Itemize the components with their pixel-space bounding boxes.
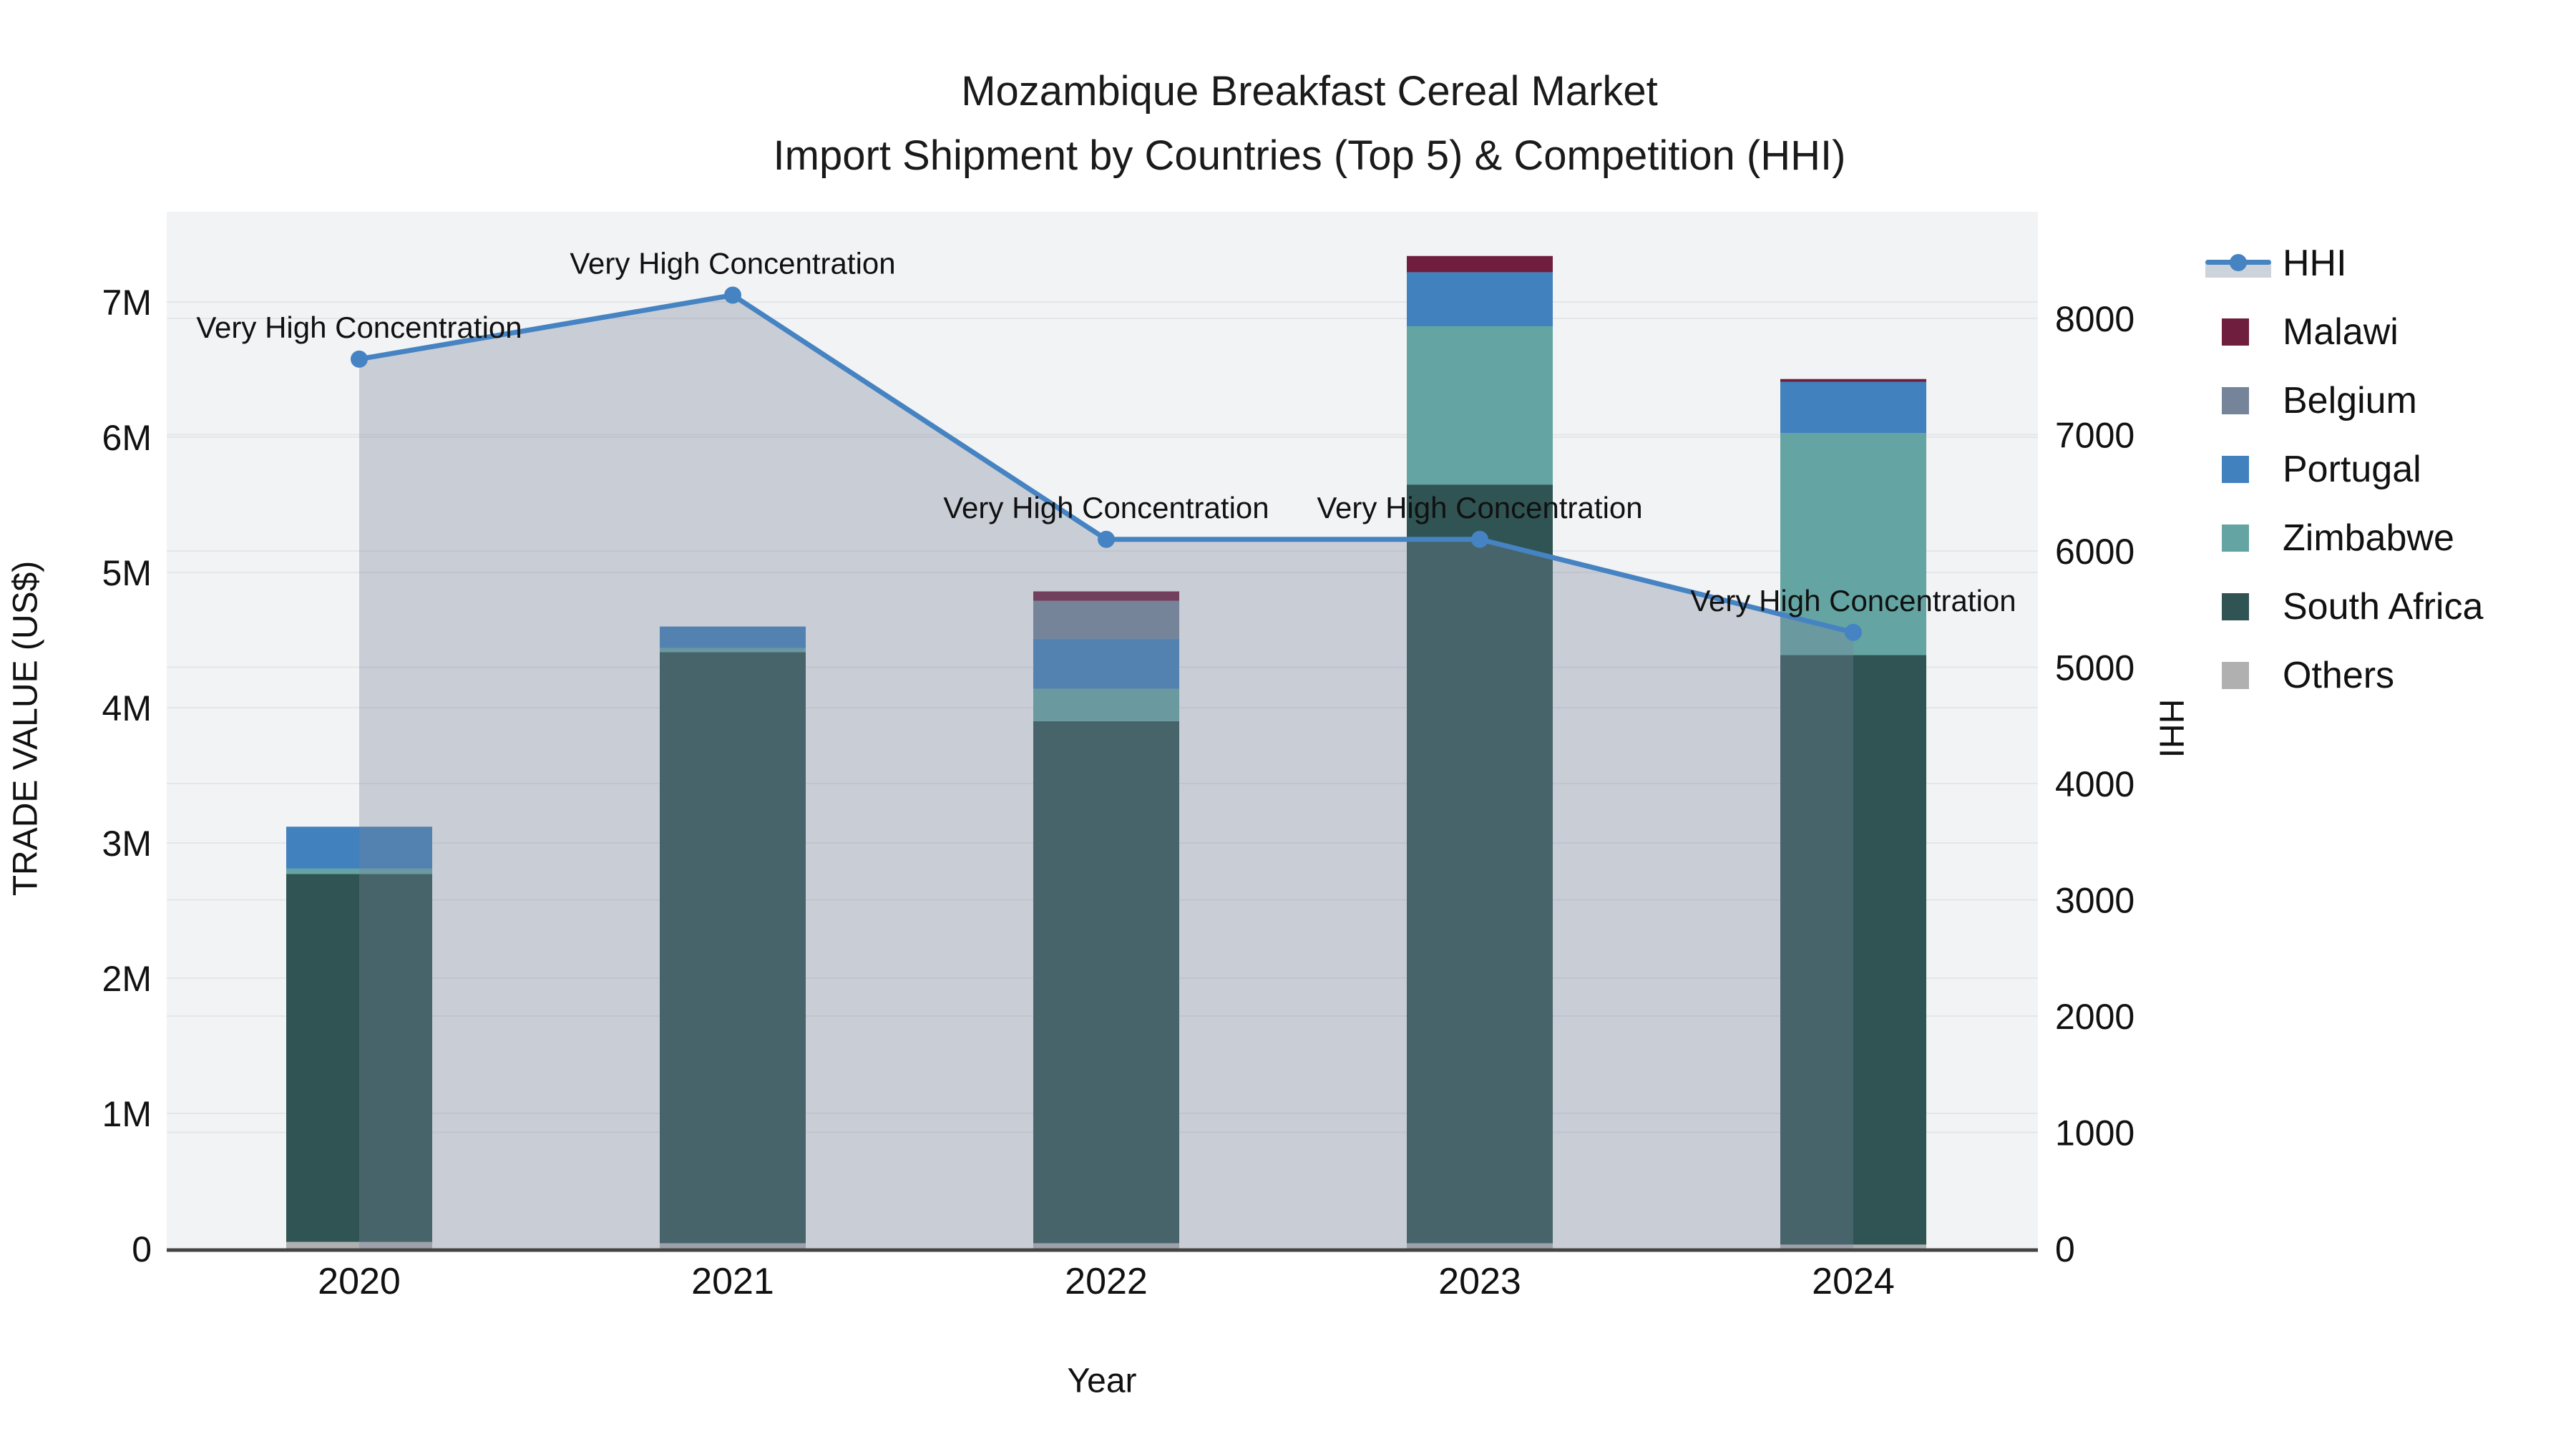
x-tick-2023: 2023	[1438, 1261, 1521, 1302]
legend-item-portugal[interactable]: Portugal	[2205, 435, 2483, 504]
legend-item-hhi[interactable]: HHI	[2205, 229, 2483, 298]
annotation-2020: Very High Concentration	[196, 311, 522, 344]
bar-segment-2020-zimbabwe	[286, 868, 432, 874]
malawi-swatch-icon	[2205, 316, 2283, 348]
bar-segment-2023-malawi	[1407, 255, 1553, 273]
hhi-marker-2020	[351, 350, 368, 368]
legend-label-south-africa: South Africa	[2283, 586, 2484, 628]
south-africa-swatch-icon	[2205, 591, 2283, 623]
bar-segment-2024-portugal	[1780, 381, 1926, 434]
y-right-tick-1000: 1000	[2055, 1113, 2135, 1153]
y-axis-left-title: TRADE VALUE (US$)	[6, 560, 45, 897]
y-left-tick-2M: 2M	[102, 959, 152, 999]
bar-segment-2023-others	[1407, 1243, 1553, 1249]
x-axis-title: Year	[1067, 1362, 1137, 1400]
bar-segment-2020-portugal	[286, 826, 432, 869]
annotation-2023: Very High Concentration	[1317, 491, 1642, 525]
legend-item-belgium[interactable]: Belgium	[2205, 366, 2483, 435]
bar-segment-2021-others	[660, 1243, 806, 1249]
hhi-area-band	[359, 295, 1853, 1249]
zimbabwe-swatch-icon	[2205, 522, 2283, 554]
hhi-marker-2021	[724, 286, 741, 304]
y-right-tick-3000: 3000	[2055, 881, 2135, 921]
x-tick-2022: 2022	[1065, 1261, 1148, 1302]
bar-segment-2021-zimbabwe	[660, 648, 806, 653]
x-tick-2024: 2024	[1812, 1261, 1895, 1302]
bar-segment-2023-portugal	[1407, 272, 1553, 327]
y-left-tick-3M: 3M	[102, 824, 152, 864]
y-right-tick-5000: 5000	[2055, 648, 2135, 688]
bar-segment-2022-malawi	[1033, 591, 1179, 601]
legend-label-malawi: Malawi	[2283, 311, 2399, 353]
annotation-2021: Very High Concentration	[570, 247, 895, 280]
bar-segment-2022-portugal	[1033, 638, 1179, 689]
legend-item-south-africa[interactable]: South Africa	[2205, 572, 2483, 641]
chart-title-line2: Import Shipment by Countries (Top 5) & C…	[773, 132, 1846, 179]
y-left-tick-4M: 4M	[102, 688, 152, 728]
bar-segment-2020-others	[286, 1241, 432, 1249]
bar-segment-2022-zimbabwe	[1033, 688, 1179, 721]
bar-segment-2022-south-africa	[1033, 721, 1179, 1244]
bar-segment-2022-belgium	[1033, 600, 1179, 639]
legend-label-portugal: Portugal	[2283, 449, 2421, 490]
bar-segment-2023-zimbabwe	[1407, 326, 1553, 485]
y-right-tick-2000: 2000	[2055, 997, 2135, 1037]
y-right-tick-7000: 7000	[2055, 416, 2135, 456]
belgium-swatch-icon	[2205, 385, 2283, 416]
y-axis-right-title: HHI	[2152, 698, 2190, 758]
chart-title-line1: Mozambique Breakfast Cereal Market	[961, 68, 1658, 114]
others-swatch-icon	[2205, 660, 2283, 691]
legend-label-hhi: HHI	[2283, 243, 2347, 284]
hhi-line-legend-icon	[2205, 248, 2283, 279]
x-tick-2020: 2020	[318, 1261, 401, 1302]
portugal-swatch-icon	[2205, 454, 2283, 485]
bar-segment-2024-others	[1780, 1244, 1926, 1249]
bar-segment-2022-others	[1033, 1243, 1179, 1249]
legend-item-others[interactable]: Others	[2205, 641, 2483, 710]
y-right-tick-6000: 6000	[2055, 532, 2135, 572]
legend-item-malawi[interactable]: Malawi	[2205, 298, 2483, 366]
bar-segment-2023-south-africa	[1407, 484, 1553, 1244]
annotation-2022: Very High Concentration	[943, 491, 1269, 525]
bar-segment-2021-portugal	[660, 626, 806, 648]
hhi-marker-2024	[1845, 623, 1862, 641]
y-left-tick-1M: 1M	[102, 1094, 152, 1134]
bar-segment-2021-south-africa	[660, 652, 806, 1244]
chart-legend: HHI Malawi Belgium Portugal Zimbabwe South Af…	[2205, 229, 2483, 710]
hhi-marker-2022	[1098, 530, 1115, 548]
y-left-tick-0: 0	[132, 1229, 152, 1269]
y-right-tick-8000: 8000	[2055, 299, 2135, 339]
x-tick-2021: 2021	[691, 1261, 774, 1302]
bar-segment-2020-south-africa	[286, 874, 432, 1242]
y-right-tick-0: 0	[2055, 1229, 2075, 1269]
y-left-tick-7M: 7M	[102, 283, 152, 323]
hhi-marker-2023	[1471, 530, 1488, 548]
legend-item-zimbabwe[interactable]: Zimbabwe	[2205, 504, 2483, 572]
y-right-tick-4000: 4000	[2055, 764, 2135, 804]
bar-segment-2024-south-africa	[1780, 655, 1926, 1245]
legend-label-zimbabwe: Zimbabwe	[2283, 517, 2454, 559]
bar-segment-2024-malawi	[1780, 379, 1926, 382]
legend-label-belgium: Belgium	[2283, 380, 2417, 421]
annotation-2024: Very High Concentration	[1690, 584, 2016, 618]
legend-label-others: Others	[2283, 655, 2395, 696]
y-left-tick-5M: 5M	[102, 553, 152, 593]
y-left-tick-6M: 6M	[102, 418, 152, 458]
